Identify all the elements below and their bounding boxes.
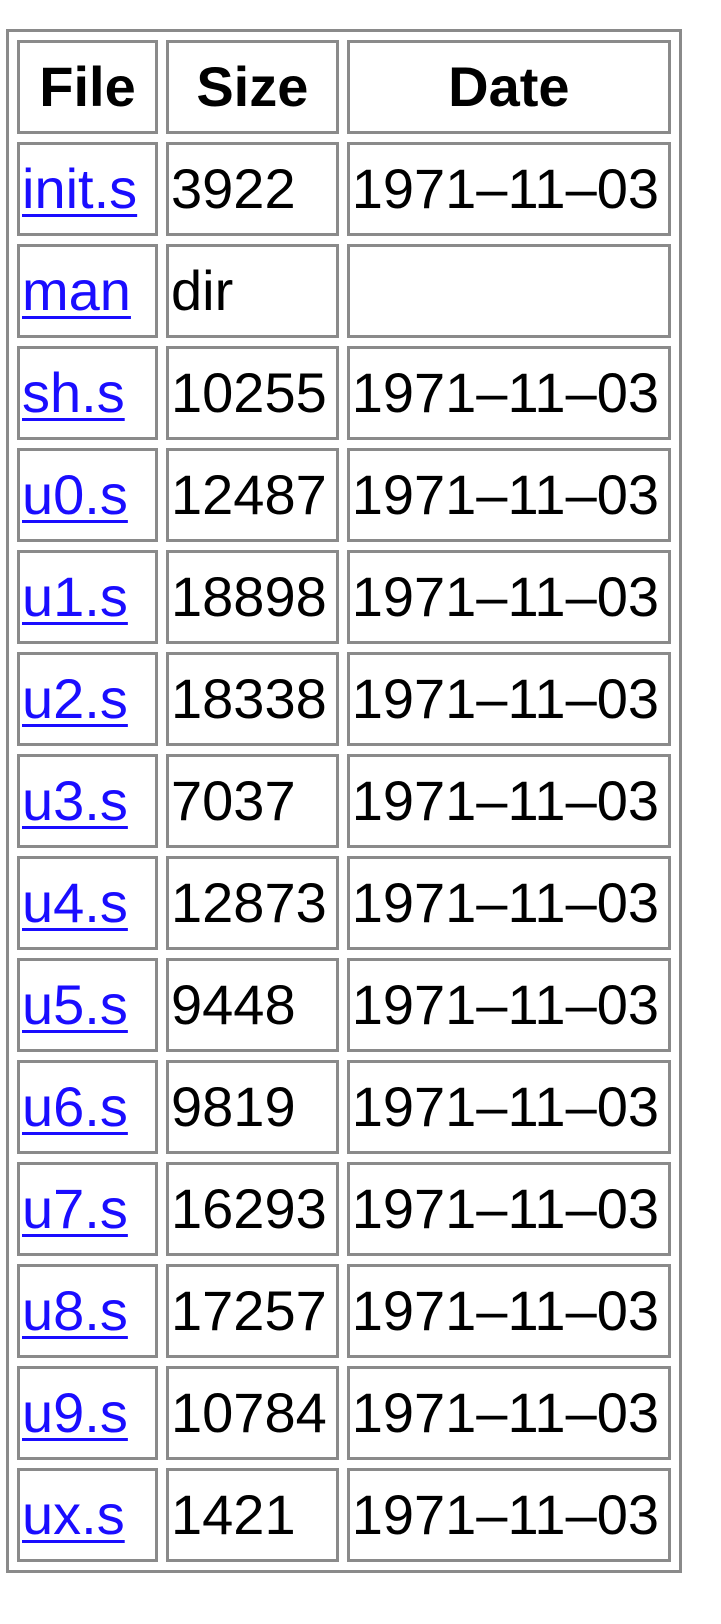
date-cell: 1971–11–03 [346, 1060, 671, 1154]
file-link[interactable]: u2.s [22, 667, 128, 730]
date-cell: 1971–11–03 [346, 958, 671, 1052]
file-listing-table: File Size Date init.s 3922 1971–11–03 ma… [6, 29, 682, 1573]
size-cell: 10255 [166, 346, 339, 440]
file-cell: u2.s [17, 652, 159, 746]
file-link[interactable]: u6.s [22, 1075, 128, 1138]
file-cell: u8.s [17, 1264, 159, 1358]
file-link[interactable]: u7.s [22, 1177, 128, 1240]
size-cell: 3922 [166, 142, 339, 236]
size-cell: dir [166, 244, 339, 338]
file-cell: u9.s [17, 1366, 159, 1460]
column-header-file: File [17, 40, 159, 134]
date-cell: 1971–11–03 [346, 1264, 671, 1358]
file-link[interactable]: ux.s [22, 1483, 125, 1546]
date-cell: 1971–11–03 [346, 652, 671, 746]
size-cell: 9819 [166, 1060, 339, 1154]
date-cell: 1971–11–03 [346, 550, 671, 644]
table-row: u7.s 16293 1971–11–03 [17, 1162, 671, 1256]
table-row: init.s 3922 1971–11–03 [17, 142, 671, 236]
size-cell: 9448 [166, 958, 339, 1052]
table-header: File Size Date [17, 40, 671, 134]
size-cell: 12873 [166, 856, 339, 950]
file-link[interactable]: u0.s [22, 463, 128, 526]
file-listing-container: File Size Date init.s 3922 1971–11–03 ma… [6, 29, 682, 1573]
date-cell: 1971–11–03 [346, 142, 671, 236]
table-row: u6.s 9819 1971–11–03 [17, 1060, 671, 1154]
file-link[interactable]: u9.s [22, 1381, 128, 1444]
size-cell: 12487 [166, 448, 339, 542]
file-link[interactable]: man [22, 259, 131, 322]
table-row: u9.s 10784 1971–11–03 [17, 1366, 671, 1460]
date-cell: 1971–11–03 [346, 1162, 671, 1256]
size-cell: 10784 [166, 1366, 339, 1460]
header-row: File Size Date [17, 40, 671, 134]
file-cell: u0.s [17, 448, 159, 542]
file-cell: u4.s [17, 856, 159, 950]
file-cell: sh.s [17, 346, 159, 440]
size-cell: 18338 [166, 652, 339, 746]
date-cell: 1971–11–03 [346, 754, 671, 848]
table-body: init.s 3922 1971–11–03 man dir sh.s 1025… [17, 142, 671, 1562]
table-row: u8.s 17257 1971–11–03 [17, 1264, 671, 1358]
file-cell: ux.s [17, 1468, 159, 1562]
file-link[interactable]: u5.s [22, 973, 128, 1036]
file-link[interactable]: u3.s [22, 769, 128, 832]
file-link[interactable]: init.s [22, 157, 138, 220]
date-cell: 1971–11–03 [346, 1468, 671, 1562]
table-row: ux.s 1421 1971–11–03 [17, 1468, 671, 1562]
size-cell: 7037 [166, 754, 339, 848]
date-cell [346, 244, 671, 338]
file-cell: init.s [17, 142, 159, 236]
file-link[interactable]: sh.s [22, 361, 125, 424]
file-cell: u3.s [17, 754, 159, 848]
file-link[interactable]: u1.s [22, 565, 128, 628]
file-link[interactable]: u8.s [22, 1279, 128, 1342]
date-cell: 1971–11–03 [346, 448, 671, 542]
file-cell: u1.s [17, 550, 159, 644]
table-row: u0.s 12487 1971–11–03 [17, 448, 671, 542]
table-row: u1.s 18898 1971–11–03 [17, 550, 671, 644]
column-header-date: Date [346, 40, 671, 134]
table-row: sh.s 10255 1971–11–03 [17, 346, 671, 440]
file-link[interactable]: u4.s [22, 871, 128, 934]
table-row: u2.s 18338 1971–11–03 [17, 652, 671, 746]
table-row: u4.s 12873 1971–11–03 [17, 856, 671, 950]
table-row: u3.s 7037 1971–11–03 [17, 754, 671, 848]
size-cell: 18898 [166, 550, 339, 644]
size-cell: 17257 [166, 1264, 339, 1358]
file-cell: u7.s [17, 1162, 159, 1256]
file-cell: u6.s [17, 1060, 159, 1154]
table-row: man dir [17, 244, 671, 338]
date-cell: 1971–11–03 [346, 346, 671, 440]
file-cell: u5.s [17, 958, 159, 1052]
table-row: u5.s 9448 1971–11–03 [17, 958, 671, 1052]
size-cell: 1421 [166, 1468, 339, 1562]
column-header-size: Size [166, 40, 339, 134]
size-cell: 16293 [166, 1162, 339, 1256]
date-cell: 1971–11–03 [346, 856, 671, 950]
date-cell: 1971–11–03 [346, 1366, 671, 1460]
file-cell: man [17, 244, 159, 338]
